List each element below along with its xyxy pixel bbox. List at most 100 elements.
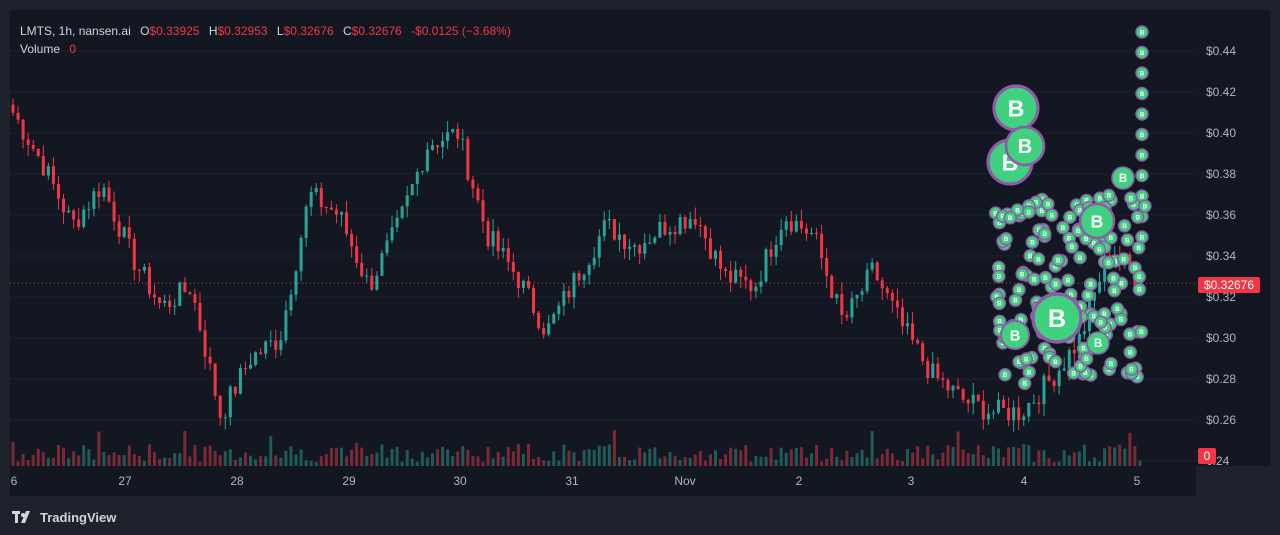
close-value: $0.32676 xyxy=(351,24,402,38)
candle-body xyxy=(567,290,571,298)
last-price-badge: $0.32676 xyxy=(1198,277,1260,293)
volume-bar xyxy=(587,449,591,466)
candle-body xyxy=(223,417,227,419)
buy-marker-icon: B xyxy=(998,368,1012,382)
volume-bar xyxy=(425,457,429,466)
candle-body xyxy=(299,237,303,272)
volume-bar xyxy=(36,448,40,466)
candle-body xyxy=(410,183,414,196)
candle-body xyxy=(799,220,803,229)
volume-bar xyxy=(334,448,338,466)
volume-bar xyxy=(314,461,318,466)
candle-body xyxy=(724,268,728,271)
volume-bar xyxy=(430,453,434,466)
volume-bar xyxy=(1032,461,1036,466)
volume-bar xyxy=(668,452,672,466)
volume-bar xyxy=(51,457,55,466)
time-tick: 3 xyxy=(907,474,915,488)
volume-bar xyxy=(526,443,530,466)
svg-text:B: B xyxy=(1027,369,1032,376)
volume-bar xyxy=(673,455,677,466)
brand-name[interactable]: TradingView xyxy=(40,509,117,525)
svg-text:B: B xyxy=(1017,359,1022,366)
volume-bar xyxy=(612,430,616,466)
svg-text:B: B xyxy=(1084,236,1089,243)
svg-text:B: B xyxy=(1091,240,1096,247)
time-axis[interactable]: 6 27 28 29 30 31 Nov 2 3 4 5 xyxy=(10,466,1196,496)
candle-body xyxy=(885,288,889,293)
volume-bar xyxy=(405,450,409,466)
candle-body xyxy=(759,281,763,287)
volume-bar xyxy=(749,461,753,466)
candle-body xyxy=(779,229,783,245)
candle-body xyxy=(375,275,379,290)
volume-bar xyxy=(572,452,576,466)
volume-bar xyxy=(1138,460,1142,466)
candle-body xyxy=(562,290,566,306)
volume-bar xyxy=(228,449,232,466)
candle-body xyxy=(511,262,515,272)
candle-body xyxy=(67,210,71,213)
volume-bar xyxy=(719,458,723,466)
svg-text:B: B xyxy=(1119,173,1127,185)
volume-bar xyxy=(127,445,131,466)
candlestick-chart[interactable]: BBBBBBBBBBBBBBBBBBBBBBBBBBBBBBBBBBBBBBBB… xyxy=(10,10,1196,466)
candle-body xyxy=(516,271,520,288)
candle-body xyxy=(249,364,253,369)
buy-marker-icon: B xyxy=(1015,267,1029,281)
candle-body xyxy=(1082,331,1086,334)
candle-body xyxy=(345,212,349,234)
volume-bar xyxy=(345,456,349,466)
svg-text:B: B xyxy=(1119,317,1124,324)
candle-body xyxy=(334,209,338,215)
volume-bar xyxy=(218,455,222,466)
volume-bar xyxy=(355,442,359,466)
svg-text:B: B xyxy=(1140,173,1145,180)
tradingview-logo-icon[interactable] xyxy=(12,510,34,524)
volume-bar xyxy=(26,460,30,466)
candle-body xyxy=(789,221,793,232)
buy-marker-icon: B xyxy=(1135,86,1149,101)
volume-bar xyxy=(1098,461,1102,466)
candle-body xyxy=(1017,407,1021,420)
volume-bar xyxy=(1123,448,1127,466)
svg-text:B: B xyxy=(1140,234,1145,241)
buy-marker-icon: B xyxy=(1106,271,1121,286)
volume-bar xyxy=(1133,445,1137,466)
price-axis[interactable]: $0.44 $0.42 $0.40 $0.38 $0.36 $0.34 $0.3… xyxy=(1196,10,1270,468)
time-tick: 5 xyxy=(1133,474,1141,488)
svg-text:B: B xyxy=(1106,260,1111,267)
volume-bar xyxy=(1118,444,1122,466)
low-label: L xyxy=(276,24,284,38)
candle-body xyxy=(749,280,753,292)
svg-text:B: B xyxy=(1028,253,1033,260)
volume-bar xyxy=(132,454,136,466)
candle-body xyxy=(617,234,621,240)
volume-bar xyxy=(415,461,419,466)
candle-body xyxy=(648,242,652,244)
buy-marker-icon: B xyxy=(1017,376,1032,391)
candle-body xyxy=(663,221,667,235)
buy-marker-icon: B xyxy=(1132,282,1147,297)
candle-body xyxy=(951,385,955,391)
buy-marker-icon: B xyxy=(1132,270,1147,284)
candle-body xyxy=(597,236,601,258)
candle-body xyxy=(683,217,687,229)
volume-bar xyxy=(1067,455,1071,466)
volume-bar xyxy=(729,447,733,466)
candle-body xyxy=(607,219,611,221)
candle-body xyxy=(764,249,768,282)
candle-body xyxy=(1002,399,1006,408)
candle-body xyxy=(1098,281,1102,293)
svg-text:B: B xyxy=(1129,195,1134,202)
volume-bar xyxy=(395,446,399,466)
candle-body xyxy=(981,400,985,420)
volume-bar xyxy=(208,445,212,466)
buy-marker-icon: B xyxy=(992,296,1007,311)
volume-bar xyxy=(1113,447,1117,466)
svg-text:B: B xyxy=(1091,211,1104,231)
buy-marker-icon: B xyxy=(1031,292,1083,344)
svg-text:B: B xyxy=(1084,356,1089,363)
volume-bar xyxy=(547,460,551,466)
